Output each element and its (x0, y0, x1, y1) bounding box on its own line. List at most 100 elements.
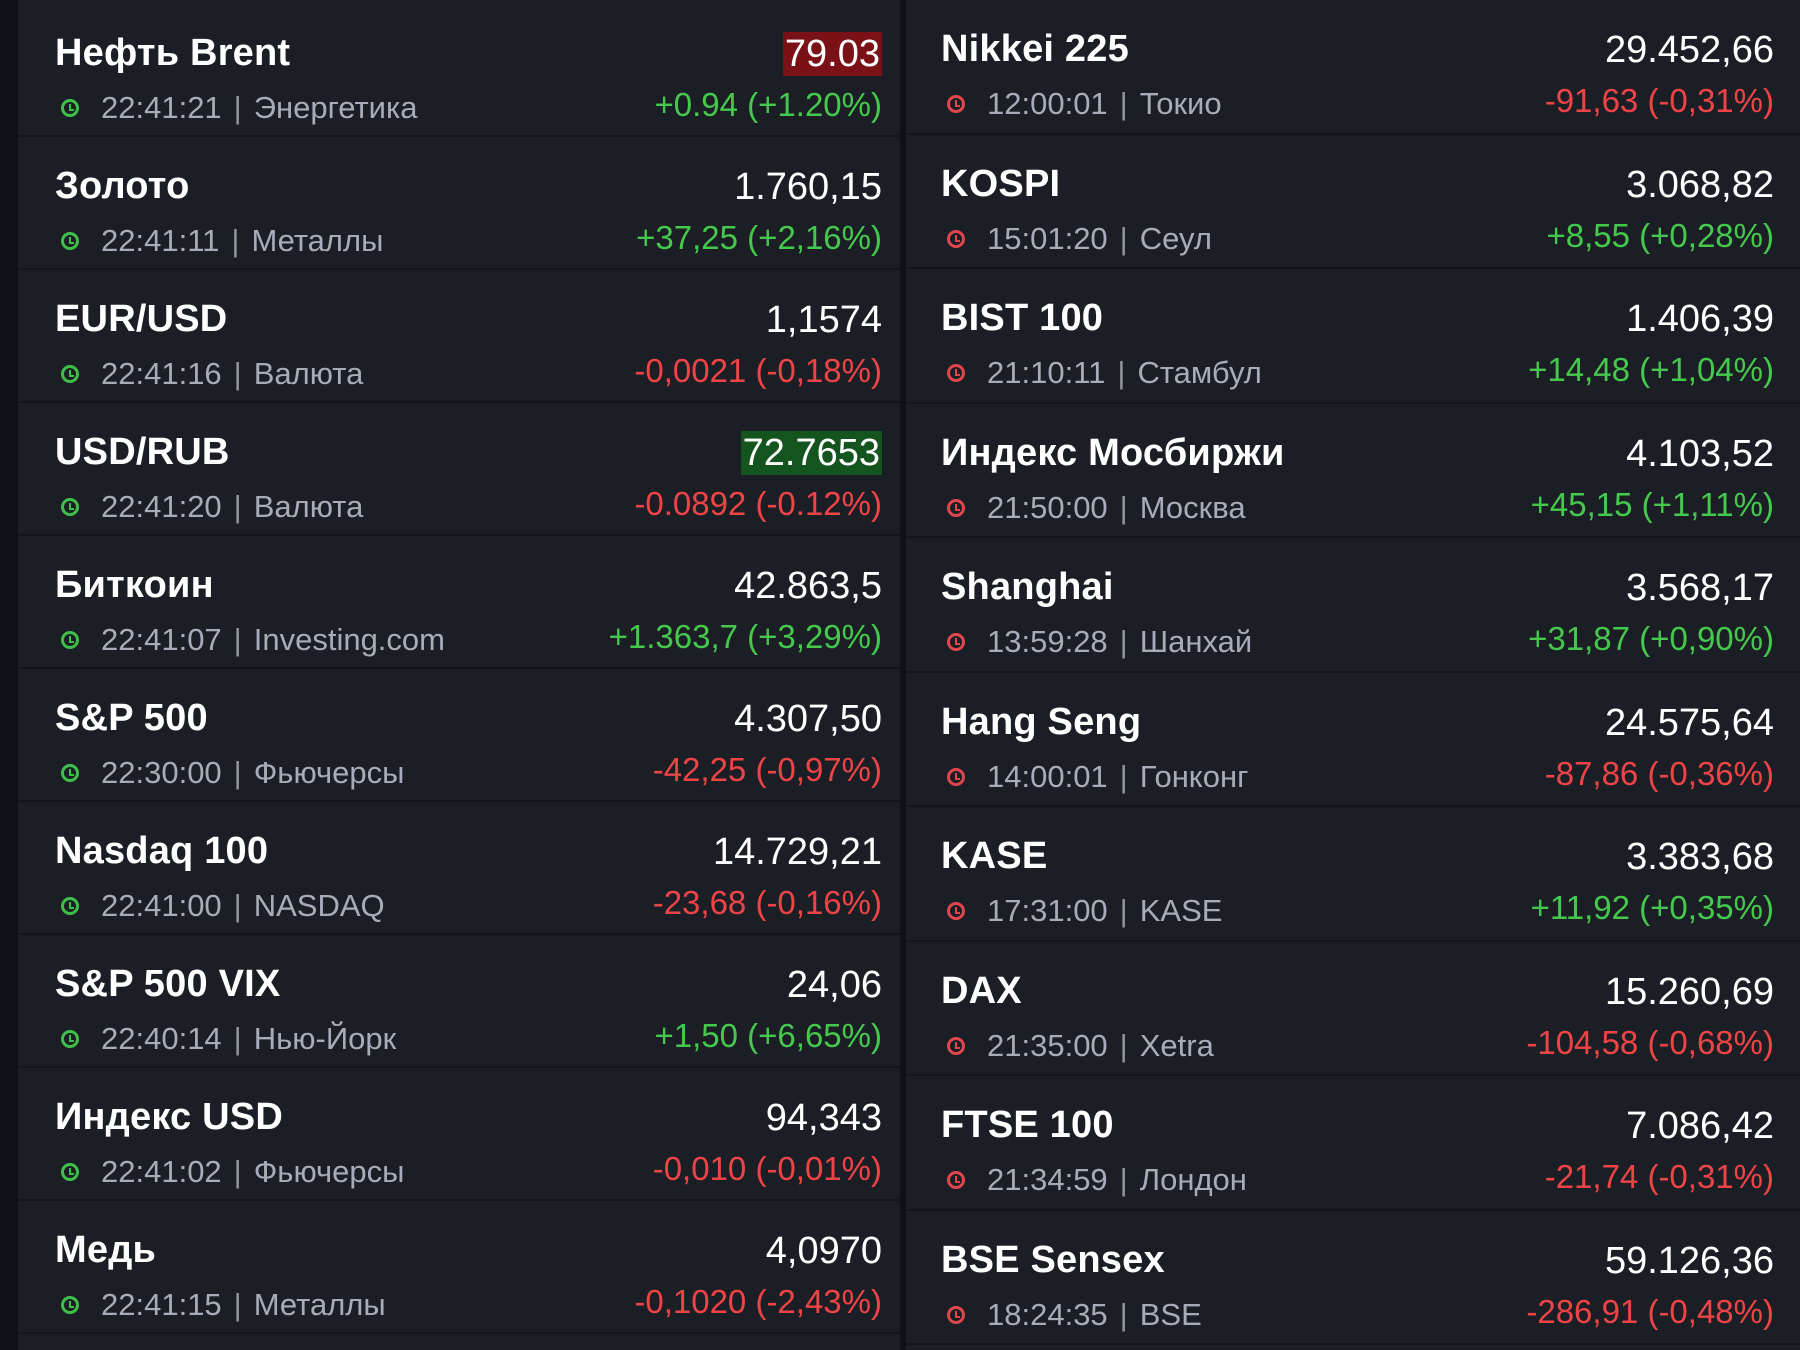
clock-icon (61, 631, 79, 649)
quote-row-8[interactable]: DAX 15.260,69 21:35:00 | Xetra -104,58 (… (906, 942, 1800, 1076)
instrument-price: 3.383,68 (1626, 836, 1774, 878)
instrument-name: Shanghai (941, 566, 1114, 608)
quote-row-2[interactable]: KOSPI 3.068,82 15:01:20 | Сеул +8,55 (+0… (906, 135, 1800, 269)
instrument-name: KOSPI (941, 162, 1061, 205)
quote-row-6[interactable]: S&P 500 4.307,50 22:30:00 | Фьючерсы -42… (18, 669, 900, 802)
instrument-name: Биткоин (55, 564, 214, 606)
clock-icon (947, 229, 965, 248)
instrument-name: EUR/USD (55, 298, 228, 340)
quote-meta: 22:41:11 | Металлы (61, 223, 383, 259)
quote-row-9[interactable]: FTSE 100 7.086,42 21:34:59 | Лондон -21,… (906, 1076, 1800, 1211)
quote-exchange: Валюта (253, 489, 364, 524)
meta-separator: | (1119, 758, 1128, 794)
quote-row-3[interactable]: BIST 100 1.406,39 21:10:11 | Стамбул +14… (906, 269, 1800, 404)
instrument-price: 24.575,64 (1604, 701, 1774, 744)
quote-exchange: Сеул (1139, 220, 1212, 256)
quote-meta: 14:00:01 | Гонконг (947, 759, 1248, 795)
quote-row-9[interactable]: Индекс USD 94,343 22:41:02 | Фьючерсы -0… (18, 1068, 900, 1201)
price-change: +1.363,7 (+3,29%) (608, 618, 882, 655)
clock-icon (947, 95, 965, 113)
price-change: -286,91 (-0,48%) (1526, 1292, 1774, 1330)
quote-exchange: Стамбул (1137, 355, 1262, 390)
quote-meta: 21:10:11 | Стамбул (947, 355, 1262, 391)
quote-time: 15:01:20 (987, 220, 1108, 256)
quote-exchange: Шанхай (1139, 624, 1253, 659)
meta-separator: | (1119, 220, 1128, 256)
quote-row-4[interactable]: USD/RUB 72.7653 22:41:20 | Валюта -0.089… (18, 403, 900, 536)
clock-icon (947, 1305, 965, 1324)
quote-exchange: NASDAQ (253, 888, 385, 923)
price-change: +0.94 (+1.20%) (654, 86, 883, 123)
quote-row-6[interactable]: Hang Seng 24.575,64 14:00:01 | Гонконг -… (906, 673, 1800, 807)
meta-separator: | (1119, 624, 1128, 659)
quote-exchange: Москва (1139, 489, 1246, 525)
quote-exchange: Фьючерсы (253, 755, 405, 790)
quote-meta: 18:24:35 | BSE (947, 1297, 1202, 1333)
clock-icon (947, 498, 965, 517)
quote-row-7[interactable]: KASE 3.383,68 17:31:00 | KASE +11,92 (+0… (906, 807, 1800, 942)
quote-row-5[interactable]: Биткоин 42.863,5 22:41:07 | Investing.co… (18, 536, 900, 669)
quote-row-7[interactable]: Nasdaq 100 14.729,21 22:41:00 | NASDAQ -… (18, 802, 900, 935)
clock-icon (61, 764, 79, 782)
instrument-price: 29.452,66 (1604, 29, 1774, 71)
meta-separator: | (1119, 86, 1128, 121)
meta-separator: | (233, 755, 242, 790)
quote-meta: 22:41:21 | Энергетика (61, 90, 417, 126)
price-change: -104,58 (-0,68%) (1526, 1023, 1774, 1061)
quote-time: 13:59:28 (987, 624, 1108, 659)
quote-exchange: Энергетика (253, 90, 418, 125)
instrument-price: 3.568,17 (1626, 567, 1774, 609)
meta-separator: | (1119, 1296, 1128, 1332)
quote-time: 17:31:00 (987, 893, 1108, 928)
quote-time: 22:41:02 (101, 1154, 222, 1189)
meta-separator: | (1119, 1162, 1128, 1197)
quote-exchange: Xetra (1139, 1027, 1214, 1063)
quote-row-2[interactable]: Золото 1.760,15 22:41:11 | Металлы +37,2… (18, 137, 900, 270)
price-change: +37,25 (+2,16%) (636, 219, 882, 256)
quote-time: 12:00:01 (987, 86, 1108, 121)
instrument-name: BIST 100 (941, 297, 1104, 339)
meta-separator: | (233, 1021, 242, 1056)
price-change: -87,86 (-0,36%) (1544, 754, 1774, 792)
quote-time: 18:24:35 (987, 1296, 1108, 1332)
instrument-price: 1.406,39 (1626, 298, 1774, 340)
meta-separator: | (233, 1287, 242, 1322)
price-change: -42,25 (-0,97%) (652, 751, 882, 788)
instrument-name: Nasdaq 100 (55, 830, 269, 872)
quote-row-5[interactable]: Shanghai 3.568,17 13:59:28 | Шанхай +31,… (906, 538, 1800, 673)
quote-exchange: Металлы (251, 223, 384, 258)
quote-time: 22:41:21 (101, 90, 222, 125)
instrument-price: 3.068,82 (1626, 163, 1774, 206)
instrument-price: 14.729,21 (712, 831, 882, 873)
quote-exchange: KASE (1139, 893, 1223, 928)
quote-row-8[interactable]: S&P 500 VIX 24,06 22:40:14 | Нью-Йорк +1… (18, 935, 900, 1068)
quote-meta: 22:40:14 | Нью-Йорк (61, 1021, 396, 1057)
quote-exchange: Investing.com (253, 622, 445, 657)
instrument-name: Нефть Brent (55, 32, 291, 74)
meta-separator: | (233, 1154, 242, 1189)
instrument-price: 94,343 (765, 1097, 882, 1139)
quote-row-10[interactable]: BSE Sensex 59.126,36 18:24:35 | BSE -286… (906, 1211, 1800, 1345)
instrument-name: Hang Seng (941, 700, 1142, 743)
clock-icon (61, 1163, 79, 1181)
quote-meta: 22:41:16 | Валюта (61, 356, 363, 392)
quote-exchange: Гонконг (1139, 758, 1249, 794)
meta-separator: | (233, 489, 242, 524)
quote-row-4[interactable]: Индекс Мосбиржи 4.103,52 21:50:00 | Моск… (906, 404, 1800, 538)
price-change: -0,0021 (-0,18%) (634, 352, 882, 389)
quote-row-3[interactable]: EUR/USD 1,1574 22:41:16 | Валюта -0,0021… (18, 270, 900, 403)
instrument-price: 59.126,36 (1604, 1239, 1774, 1282)
quote-exchange: Нью-Йорк (253, 1021, 397, 1056)
clock-icon (947, 1171, 965, 1189)
clock-icon (947, 633, 965, 651)
instrument-name: USD/RUB (55, 431, 230, 473)
quote-row-10[interactable]: Медь 4,0970 22:41:15 | Металлы -0,1020 (… (18, 1201, 900, 1334)
instrument-name: DAX (941, 969, 1022, 1012)
quote-row-1[interactable]: Nikkei 225 29.452,66 12:00:01 | Токио -9… (906, 0, 1800, 135)
price-change: -23,68 (-0,16%) (652, 884, 882, 921)
price-change: +11,92 (+0,35%) (1530, 889, 1774, 926)
clock-icon (61, 99, 79, 117)
quote-meta: 22:41:02 | Фьючерсы (61, 1154, 404, 1190)
quote-row-1[interactable]: Нефть Brent 79.03 22:41:21 | Энергетика … (18, 4, 900, 137)
clock-icon (61, 365, 79, 383)
